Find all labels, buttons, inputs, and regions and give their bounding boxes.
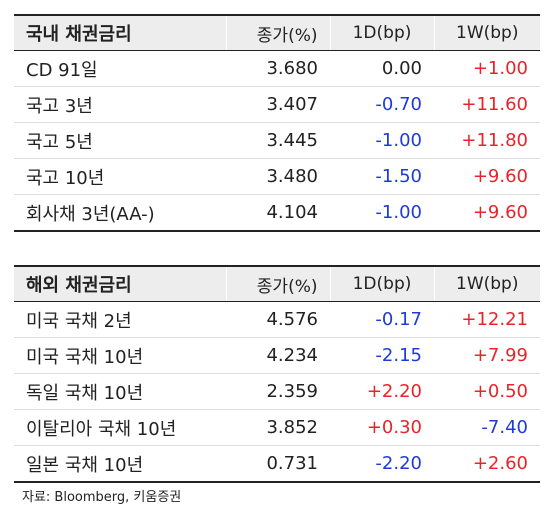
close-value: 3.407	[226, 86, 330, 123]
close-value: 3.680	[226, 50, 330, 87]
1d-change: -1.00	[330, 194, 434, 232]
1d-change: -0.70	[330, 86, 434, 123]
close-value: 3.852	[226, 409, 330, 446]
1d-change: -2.20	[330, 445, 434, 483]
1w-change: +12.21	[434, 301, 540, 338]
1w-change: +11.60	[434, 86, 540, 123]
close-value: 4.234	[226, 337, 330, 374]
1d-change: +0.30	[330, 409, 434, 446]
close-column-header: 종가(%)	[225, 14, 330, 51]
close-value: 3.445	[226, 122, 330, 159]
1w-change: +9.60	[434, 194, 540, 232]
bond-name: 회사채 3년(AA-)	[14, 194, 226, 232]
source-note: 자료: Bloomberg, 키움증권	[22, 490, 182, 505]
1d-change: +2.20	[330, 373, 434, 410]
bond-name: 독일 국채 10년	[14, 373, 226, 410]
1w-change: +1.00	[434, 50, 540, 87]
1w-column-header: 1W(bp)	[433, 14, 540, 51]
close-value: 2.359	[226, 373, 330, 410]
1d-column-header: 1D(bp)	[329, 14, 434, 51]
1w-change: +9.60	[434, 158, 540, 195]
1d-change: -0.17	[330, 301, 434, 338]
close-column-header: 종가(%)	[225, 265, 330, 302]
domestic-table-title: 국내 채권금리	[14, 14, 226, 51]
foreign-bond-rate-table: 해외 채권금리 종가(%) 1D(bp) 1W(bp) 미국 국채 2년 4.5…	[14, 265, 540, 483]
1w-change: +11.80	[434, 122, 540, 159]
bond-name: 국고 3년	[14, 86, 226, 123]
close-value: 0.731	[226, 445, 330, 483]
domestic-bond-rate-table: 국내 채권금리 종가(%) 1D(bp) 1W(bp) CD 91일 3.680…	[14, 14, 540, 232]
table-row: CD 91일 3.680 0.00 +1.00	[14, 50, 540, 87]
table-row: 회사채 3년(AA-) 4.104 -1.00 +9.60	[14, 194, 540, 232]
1w-change: +0.50	[434, 373, 540, 410]
table-row: 일본 국채 10년 0.731 -2.20 +2.60	[14, 445, 540, 483]
table-row: 독일 국채 10년 2.359 +2.20 +0.50	[14, 373, 540, 410]
table-row: 미국 국채 10년 4.234 -2.15 +7.99	[14, 337, 540, 374]
bond-name: 미국 국채 10년	[14, 337, 226, 374]
close-value: 4.576	[226, 301, 330, 338]
1d-column-header: 1D(bp)	[329, 265, 434, 302]
bond-name: 국고 10년	[14, 158, 226, 195]
1d-change: 0.00	[330, 50, 434, 87]
1d-change: -1.00	[330, 122, 434, 159]
1w-change: +2.60	[434, 445, 540, 483]
1w-change: -7.40	[434, 409, 540, 446]
bond-name: 이탈리아 국채 10년	[14, 409, 226, 446]
table-row: 미국 국채 2년 4.576 -0.17 +12.21	[14, 301, 540, 338]
table-row: 국고 10년 3.480 -1.50 +9.60	[14, 158, 540, 195]
table-row: 국고 3년 3.407 -0.70 +11.60	[14, 86, 540, 123]
1d-change: -2.15	[330, 337, 434, 374]
bond-name: CD 91일	[14, 50, 226, 87]
table-row: 이탈리아 국채 10년 3.852 +0.30 -7.40	[14, 409, 540, 446]
close-value: 4.104	[226, 194, 330, 232]
bond-name: 일본 국채 10년	[14, 445, 226, 483]
1d-change: -1.50	[330, 158, 434, 195]
bond-name: 국고 5년	[14, 122, 226, 159]
close-value: 3.480	[226, 158, 330, 195]
table-row: 국고 5년 3.445 -1.00 +11.80	[14, 122, 540, 159]
table-header-row: 국내 채권금리 종가(%) 1D(bp) 1W(bp)	[14, 14, 540, 51]
foreign-table-title: 해외 채권금리	[14, 265, 226, 302]
bond-name: 미국 국채 2년	[14, 301, 226, 338]
1w-column-header: 1W(bp)	[433, 265, 540, 302]
1w-change: +7.99	[434, 337, 540, 374]
table-header-row: 해외 채권금리 종가(%) 1D(bp) 1W(bp)	[14, 265, 540, 302]
